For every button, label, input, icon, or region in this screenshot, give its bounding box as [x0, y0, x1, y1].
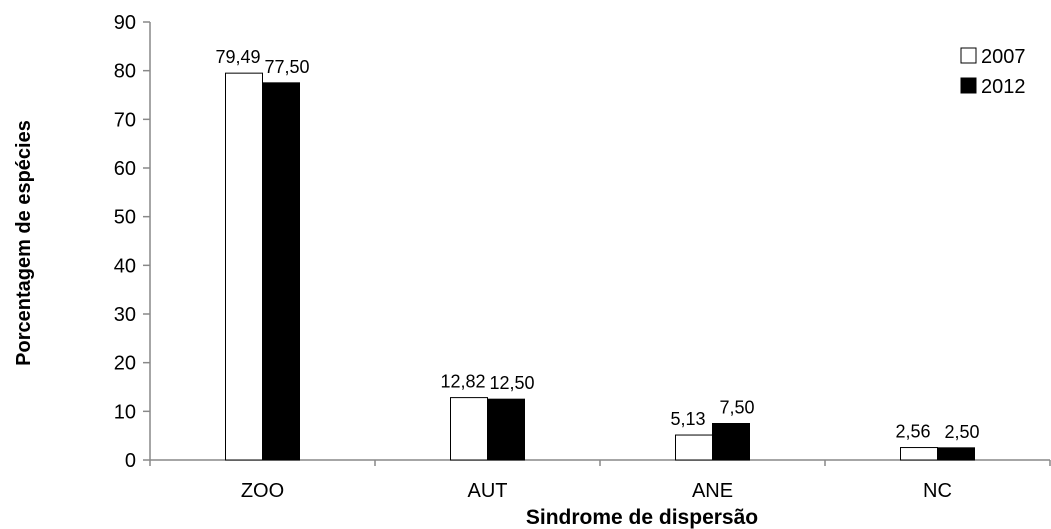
x-axis: ZOO AUT ANE NC	[149, 459, 1051, 502]
legend-swatch-2012	[960, 77, 977, 94]
data-label: 77,50	[264, 57, 309, 77]
y-axis: 0 10 20 30 40 50 60 70 80 90	[114, 12, 151, 472]
legend-swatch-2007	[960, 47, 977, 64]
x-tick-label: NC	[923, 480, 952, 502]
legend-label-2012: 2012	[981, 76, 1026, 98]
data-label: 79,49	[215, 47, 260, 67]
data-label: 5,13	[670, 409, 705, 429]
y-tick-label: 20	[114, 353, 136, 375]
y-tick-label: 10	[114, 401, 136, 423]
x-axis-label: Sindrome de dispersão	[526, 506, 758, 529]
data-label: 12,82	[440, 372, 485, 392]
data-labels: 79,49 12,82 5,13 2,56 77,50 12,50 7,50 2,50	[215, 47, 979, 442]
bar-2007-NC	[900, 447, 938, 461]
legend-label-2007: 2007	[981, 46, 1026, 68]
bar-2012-AUT	[487, 398, 525, 461]
data-label: 12,50	[489, 373, 534, 393]
y-tick-label: 90	[114, 12, 136, 34]
y-tick-label: 40	[114, 255, 136, 277]
bar-2012-ZOO	[262, 82, 300, 461]
legend: 2007 2012	[960, 46, 1026, 98]
y-tick-label: 60	[114, 158, 136, 180]
data-label: 7,50	[719, 398, 754, 418]
bar-2012-ANE	[712, 423, 750, 461]
data-label: 2,56	[895, 422, 930, 442]
y-tick-label: 30	[114, 304, 136, 326]
bars	[225, 72, 975, 461]
bar-2012-NC	[937, 447, 975, 461]
y-axis-label: Porcentagem de espécies	[13, 120, 35, 366]
y-tick-label: 0	[125, 450, 136, 472]
bar-2007-AUT	[450, 397, 488, 461]
x-tick-label: ZOO	[241, 480, 284, 502]
y-tick-label: 80	[114, 61, 136, 83]
bar-2007-ZOO	[225, 72, 263, 461]
y-tick-label: 70	[114, 109, 136, 131]
bar-2007-ANE	[675, 434, 713, 461]
x-tick-label: ANE	[692, 480, 733, 502]
x-tick-label: AUT	[468, 480, 508, 502]
data-label: 2,50	[944, 422, 979, 442]
y-tick-label: 50	[114, 207, 136, 229]
